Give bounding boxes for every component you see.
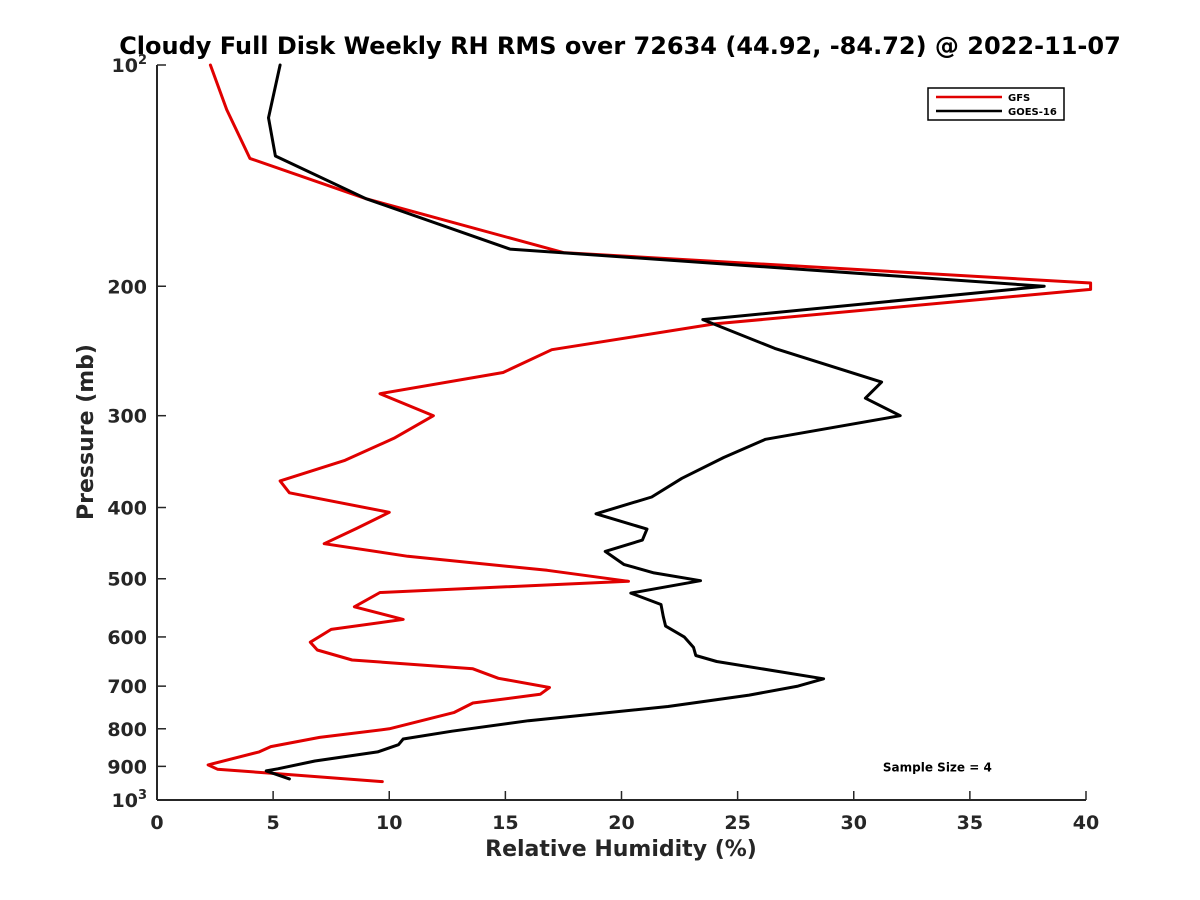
y-tick-label: 900	[107, 756, 147, 778]
series-line-goes16	[264, 63, 1046, 781]
y-tick-label: 200	[107, 276, 147, 298]
legend-label-goes16: GOES-16	[1008, 107, 1057, 118]
y-tick-label: 600	[107, 627, 147, 649]
x-tick-label: 40	[1073, 812, 1099, 834]
x-tick-label: 10	[376, 812, 402, 834]
x-tick-label: 35	[957, 812, 983, 834]
sample-size-annotation: Sample Size = 4	[883, 760, 992, 774]
legend: GFS GOES-16	[927, 87, 1065, 121]
y-tick-label: 102	[112, 53, 148, 77]
legend-box	[927, 87, 1065, 121]
x-tick-label: 20	[608, 812, 634, 834]
y-axis-label: Pressure (mb)	[74, 344, 99, 520]
x-tick-label: 30	[841, 812, 867, 834]
y-tick-label: 700	[107, 676, 147, 698]
y-tick-label: 300	[107, 406, 147, 428]
y-tick-label: 500	[107, 569, 147, 591]
legend-label-gfs: GFS	[1008, 93, 1030, 104]
y-ticks: 102 200 300 400 500 600 700 800 900 103	[107, 53, 166, 812]
x-tick-label: 15	[492, 812, 518, 834]
x-axis-label: Relative Humidity (%)	[485, 837, 757, 862]
x-ticks: 0 5 10 15 20 25 30 35 40	[150, 791, 1099, 834]
y-tick-label: 103	[112, 788, 148, 812]
y-tick-label: 800	[107, 719, 147, 741]
x-tick-label: 5	[267, 812, 280, 834]
chart-title: Cloudy Full Disk Weekly RH RMS over 7263…	[119, 32, 1121, 60]
x-tick-label: 0	[150, 812, 163, 834]
x-tick-label: 25	[724, 812, 750, 834]
y-tick-label: 400	[107, 498, 147, 520]
series-layer	[206, 63, 1093, 784]
